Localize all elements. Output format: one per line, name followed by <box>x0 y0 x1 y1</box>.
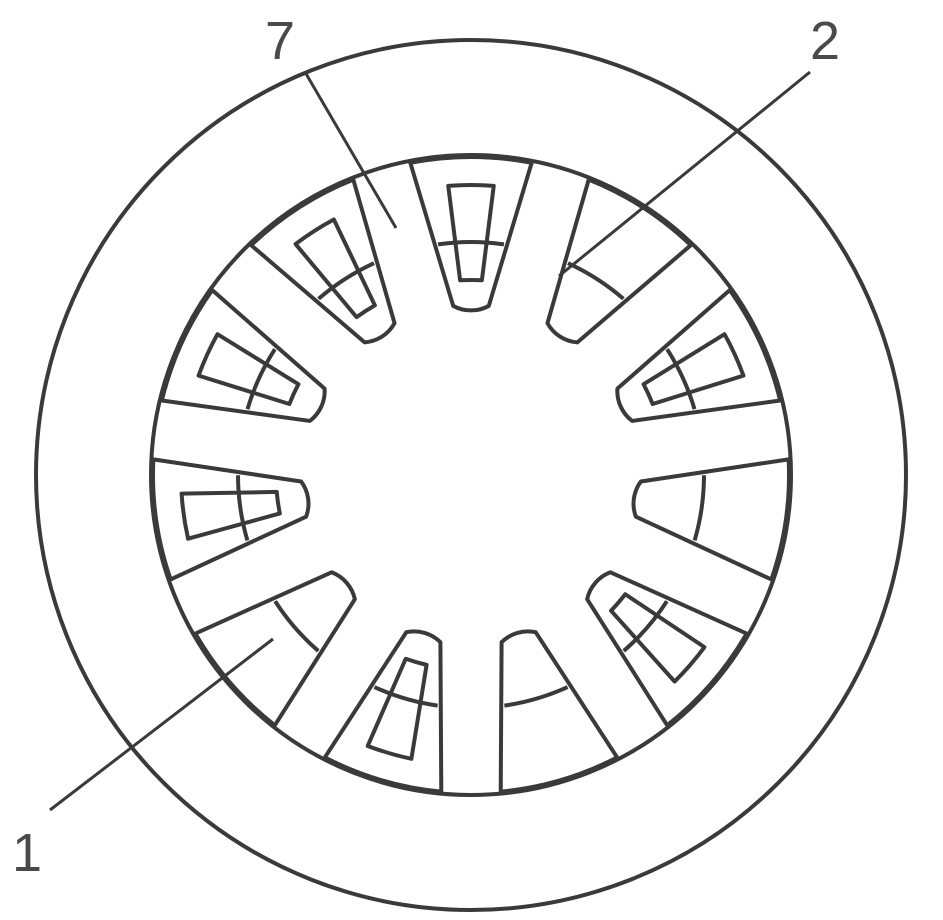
callout-label-7: 7 <box>265 10 295 72</box>
callout-label-1: 1 <box>12 822 42 884</box>
diagram-svg <box>0 0 943 915</box>
callout-label-2: 2 <box>810 10 840 72</box>
diagram-container <box>0 0 943 915</box>
